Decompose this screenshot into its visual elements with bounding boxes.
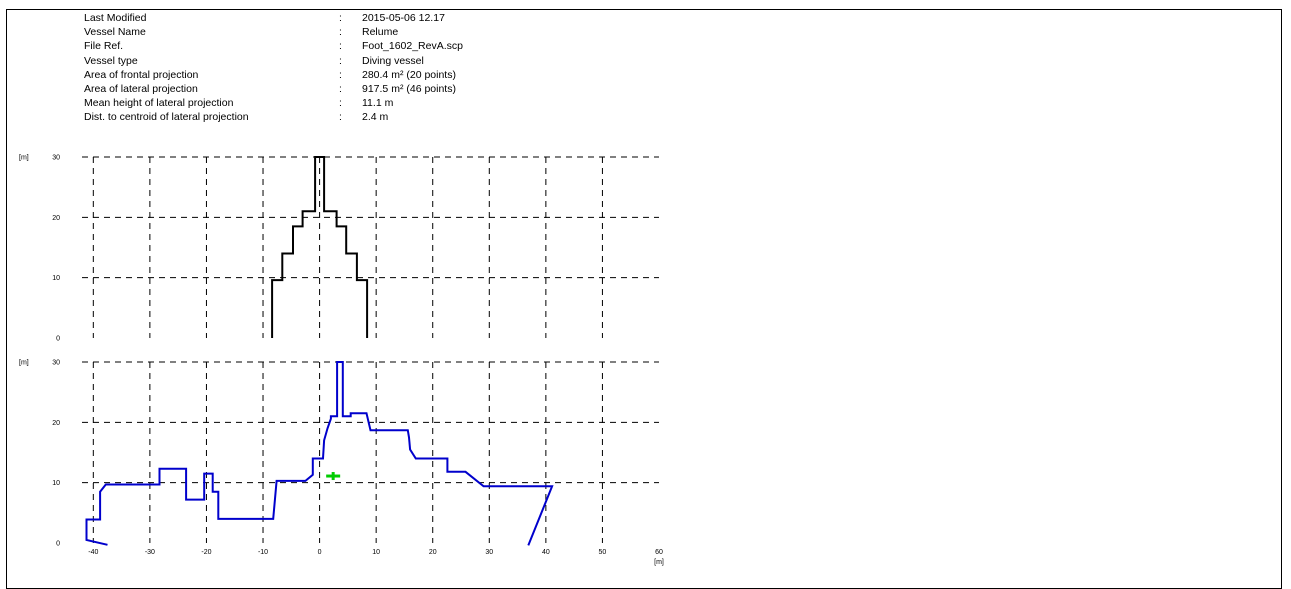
info-value: Diving vessel	[362, 54, 424, 67]
lateral-ylabel: [m]	[19, 360, 29, 367]
lateral-xtick-label: 20	[429, 549, 437, 556]
lateral-xtick-label: 0	[318, 549, 322, 556]
lateral-xtick-label: 60	[655, 549, 663, 556]
info-value: 2.4 m	[362, 111, 389, 124]
info-separator: :	[339, 26, 342, 39]
lateral-xtick-label: 40	[542, 549, 550, 556]
info-value: Relume	[362, 26, 399, 39]
lateral-xtick-label: -10	[258, 549, 268, 556]
lateral-xtick-label: 50	[599, 549, 607, 556]
info-value: 11.1 m	[362, 97, 394, 110]
lateral-xtick-label: -30	[145, 549, 155, 556]
frontal-ytick-label: 10	[52, 275, 60, 282]
lateral-xtick-label: 10	[372, 549, 380, 556]
info-label: Vessel Name	[84, 26, 146, 39]
info-separator: :	[339, 97, 342, 110]
info-value: 280.4 m² (20 points)	[362, 68, 456, 81]
info-separator: :	[339, 68, 342, 81]
projection-charts: 0 10 20 30 [m] 0 10 20 30 [m] -40 -30 -20 -10 0 10 20 30 4…	[19, 155, 664, 567]
frontal-ytick-label: 30	[52, 155, 60, 162]
info-label: Mean height of lateral projection	[84, 97, 234, 110]
info-separator: :	[339, 82, 342, 95]
frontal-ytick-label: 20	[52, 215, 60, 222]
lateral-ytick-label: 20	[52, 420, 60, 427]
info-label: Dist. to centroid of lateral projection	[84, 111, 249, 124]
info-separator: :	[339, 111, 342, 124]
lateral-xtick-label: -20	[201, 549, 211, 556]
info-label: Area of lateral projection	[84, 82, 198, 95]
lateral-ytick-label: 30	[52, 360, 60, 367]
frontal-ylabel: [m]	[19, 155, 29, 162]
frontal-outline	[271, 156, 369, 338]
info-value: 917.5 m² (46 points)	[362, 82, 456, 95]
lateral-xlabel: [m]	[654, 559, 664, 566]
lateral-xtick-label: -40	[88, 549, 98, 556]
info-label: File Ref.	[84, 40, 124, 53]
lateral-ytick-label: 10	[52, 480, 60, 487]
info-label: Vessel type	[84, 54, 138, 67]
frontal-ytick-label: 0	[56, 336, 60, 343]
info-value: Foot_1602_RevA.scp	[362, 40, 463, 53]
info-label: Last Modified	[84, 12, 147, 24]
info-separator: :	[339, 40, 342, 53]
info-value: 2015-05-06 12.17	[362, 12, 445, 24]
info-label: Area of frontal projection	[84, 68, 199, 81]
lateral-ytick-label: 0	[56, 541, 60, 548]
info-separator: :	[339, 12, 342, 24]
lateral-outline	[85, 361, 554, 546]
lateral-xtick-label: 30	[485, 549, 493, 556]
info-separator: :	[339, 54, 342, 67]
